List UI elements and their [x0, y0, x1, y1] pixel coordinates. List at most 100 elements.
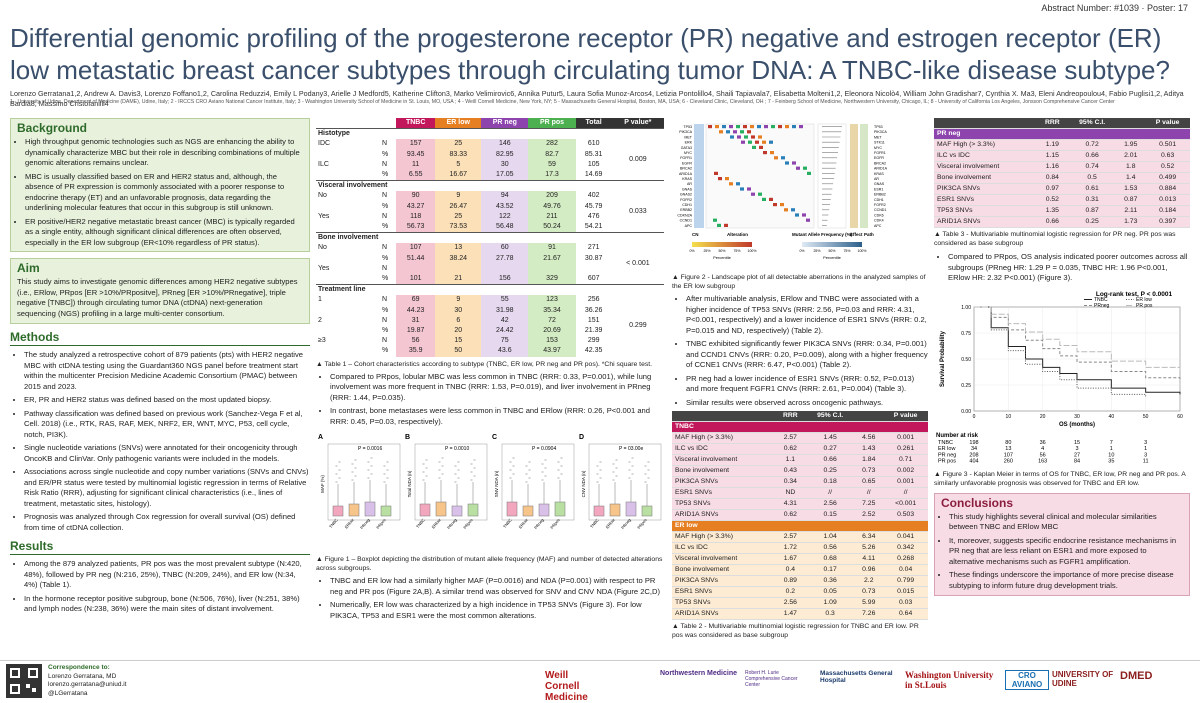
alteration-cell: [784, 208, 788, 212]
table-cell: 56: [396, 336, 436, 347]
table-cell: 26.47: [435, 201, 482, 212]
conclusions-list: This study highlights several clinical a…: [935, 512, 1189, 592]
background-list: High throughput genomic technologies suc…: [11, 137, 309, 248]
alteration-cell: [799, 125, 803, 129]
outlier-point: [541, 463, 544, 466]
group-label: PRneg: [446, 518, 458, 531]
table-cell: 1.4: [1116, 172, 1146, 184]
row-stat: N: [382, 337, 388, 345]
table-cell: 56.48: [481, 222, 529, 233]
table-cell: 476: [587, 212, 600, 220]
table-cell: 607: [587, 275, 600, 283]
outlier-point: [628, 477, 631, 480]
outlier-point: [473, 475, 476, 478]
alteration-cell: [769, 140, 773, 144]
outlier-point: [612, 463, 615, 466]
table-cell: 1.8: [1116, 161, 1146, 173]
conclusions-box: Conclusions This study highlights severa…: [934, 492, 1190, 596]
table-cell: 146: [481, 139, 529, 150]
risk-cell: 80: [1005, 440, 1011, 446]
table-cell: //: [805, 487, 855, 499]
table-cell: 0.73: [854, 586, 884, 598]
alteration-cell: [714, 171, 718, 175]
table-cell: 0.501: [1145, 139, 1190, 151]
bottom-label: Mutant Allele Frequency (%): [792, 232, 853, 237]
row-stat: N: [382, 264, 388, 272]
table-cell: 6.55: [396, 170, 436, 181]
table-cell: 2.56: [805, 498, 855, 510]
alteration-cell: [733, 130, 737, 134]
correspondence: Correspondence to: Lorenzo Gerratana, MD…: [48, 664, 127, 698]
alteration-cell: [719, 130, 723, 134]
risk-cell: 35: [1108, 458, 1114, 464]
correspondence-handle[interactable]: @LGerratana: [48, 689, 88, 697]
table-header: RRR: [774, 411, 806, 422]
percentile-bar: [692, 242, 752, 247]
outlier-point: [647, 477, 650, 480]
list-item: Associations across single nucleotide an…: [24, 467, 310, 509]
outlier-point: [441, 465, 444, 468]
percentile-tick: 50%: [828, 249, 835, 253]
table-row: % 43.27 26.47 43.52 49.76 45.79: [316, 201, 664, 212]
table-1-group: Visceral involvement: [316, 180, 664, 192]
row-label: 1: [318, 296, 322, 304]
table-cell: 5.26: [854, 542, 884, 554]
correspondence-email[interactable]: lorenzo.gerratana@uniud.it: [48, 681, 127, 688]
percentile-tick: 0%: [689, 249, 694, 253]
table-cell: 0.66: [1067, 150, 1117, 162]
boxplot-panel: D P = 03.00e CNV NDA (n) TNBC ERlow PRneg PRpo…: [579, 434, 662, 530]
alteration-cell: [743, 125, 747, 129]
outlier-point: [386, 461, 389, 464]
table-cell: 16.67: [435, 170, 482, 181]
outlier-point: [354, 475, 357, 478]
table-row: IDC N 157 25 146 282 610 0.009: [316, 139, 664, 163]
table-cell: 30: [435, 305, 482, 316]
risk-cell: 1: [1110, 446, 1113, 452]
table-cell: 0.503: [883, 509, 928, 521]
table-cell: 54.21: [584, 223, 603, 231]
table-row: MAF High (> 3.3%) 2.57 1.45 4.56 0.001: [672, 432, 928, 444]
table-row: % 101 21 156 329 607: [316, 274, 664, 285]
risk-cell: 56: [1040, 452, 1046, 458]
table-header: P value: [1145, 118, 1190, 129]
table-cell: 0.84: [1036, 172, 1068, 184]
table-cell: 85.31: [584, 150, 603, 158]
row-label: No: [318, 244, 327, 252]
table-cell: 19.87: [396, 326, 436, 337]
alteration-cell: [773, 203, 777, 207]
table-1-header: PR neg: [481, 118, 529, 129]
logo-mgh: Massachusetts General Hospital: [820, 670, 893, 684]
box: [593, 505, 605, 517]
list-item: Compared to PRpos, OS analysis indicated…: [948, 252, 1190, 284]
table-cell: 50: [435, 346, 482, 357]
table-cell: 1.95: [1116, 139, 1146, 151]
table-row: ILC vs IDC 0.62 0.27 1.43 0.261: [672, 443, 928, 455]
table-cell: 82.95: [481, 149, 529, 160]
row-stat: %: [382, 150, 389, 158]
table-cell: 31.98: [481, 305, 529, 316]
outlier-point: [438, 469, 441, 472]
alteration-cell: [736, 125, 740, 129]
table-2: RRR 95% C.I. P value TNBC MAF High (> 3.3%)…: [672, 411, 928, 620]
alteration-cell: [708, 125, 712, 129]
risk-cell: 11: [1143, 458, 1149, 464]
list-item: It, moreover, suggests specific endocrin…: [949, 536, 1183, 568]
background-box: Background High throughput genomic techn…: [10, 118, 310, 252]
legend-label: PRneg: [1094, 303, 1110, 309]
row-label: [316, 222, 380, 233]
alteration-cell: [758, 192, 762, 196]
outlier-point: [615, 467, 618, 470]
box: [348, 503, 360, 517]
outlier-point: [525, 481, 528, 484]
list-item: Numerically, ER low was characterized by…: [330, 600, 666, 621]
table-cell: 21.39: [584, 327, 603, 335]
table-cell: 610: [587, 140, 600, 148]
km-chart: Log-rank test, P < 0.0001 0.00 0.25 0.50 0.7…: [936, 291, 1183, 465]
table-cell: 82.7: [528, 149, 576, 160]
table-cell: 90: [396, 191, 436, 202]
table-cell: MAF High (> 3.3%): [672, 432, 775, 444]
percentile-label: Percentile: [823, 255, 842, 260]
gene-label-right: CDH1: [874, 198, 884, 202]
table-cell: 1.1: [774, 454, 806, 466]
table-1-header: TNBC: [396, 118, 436, 129]
